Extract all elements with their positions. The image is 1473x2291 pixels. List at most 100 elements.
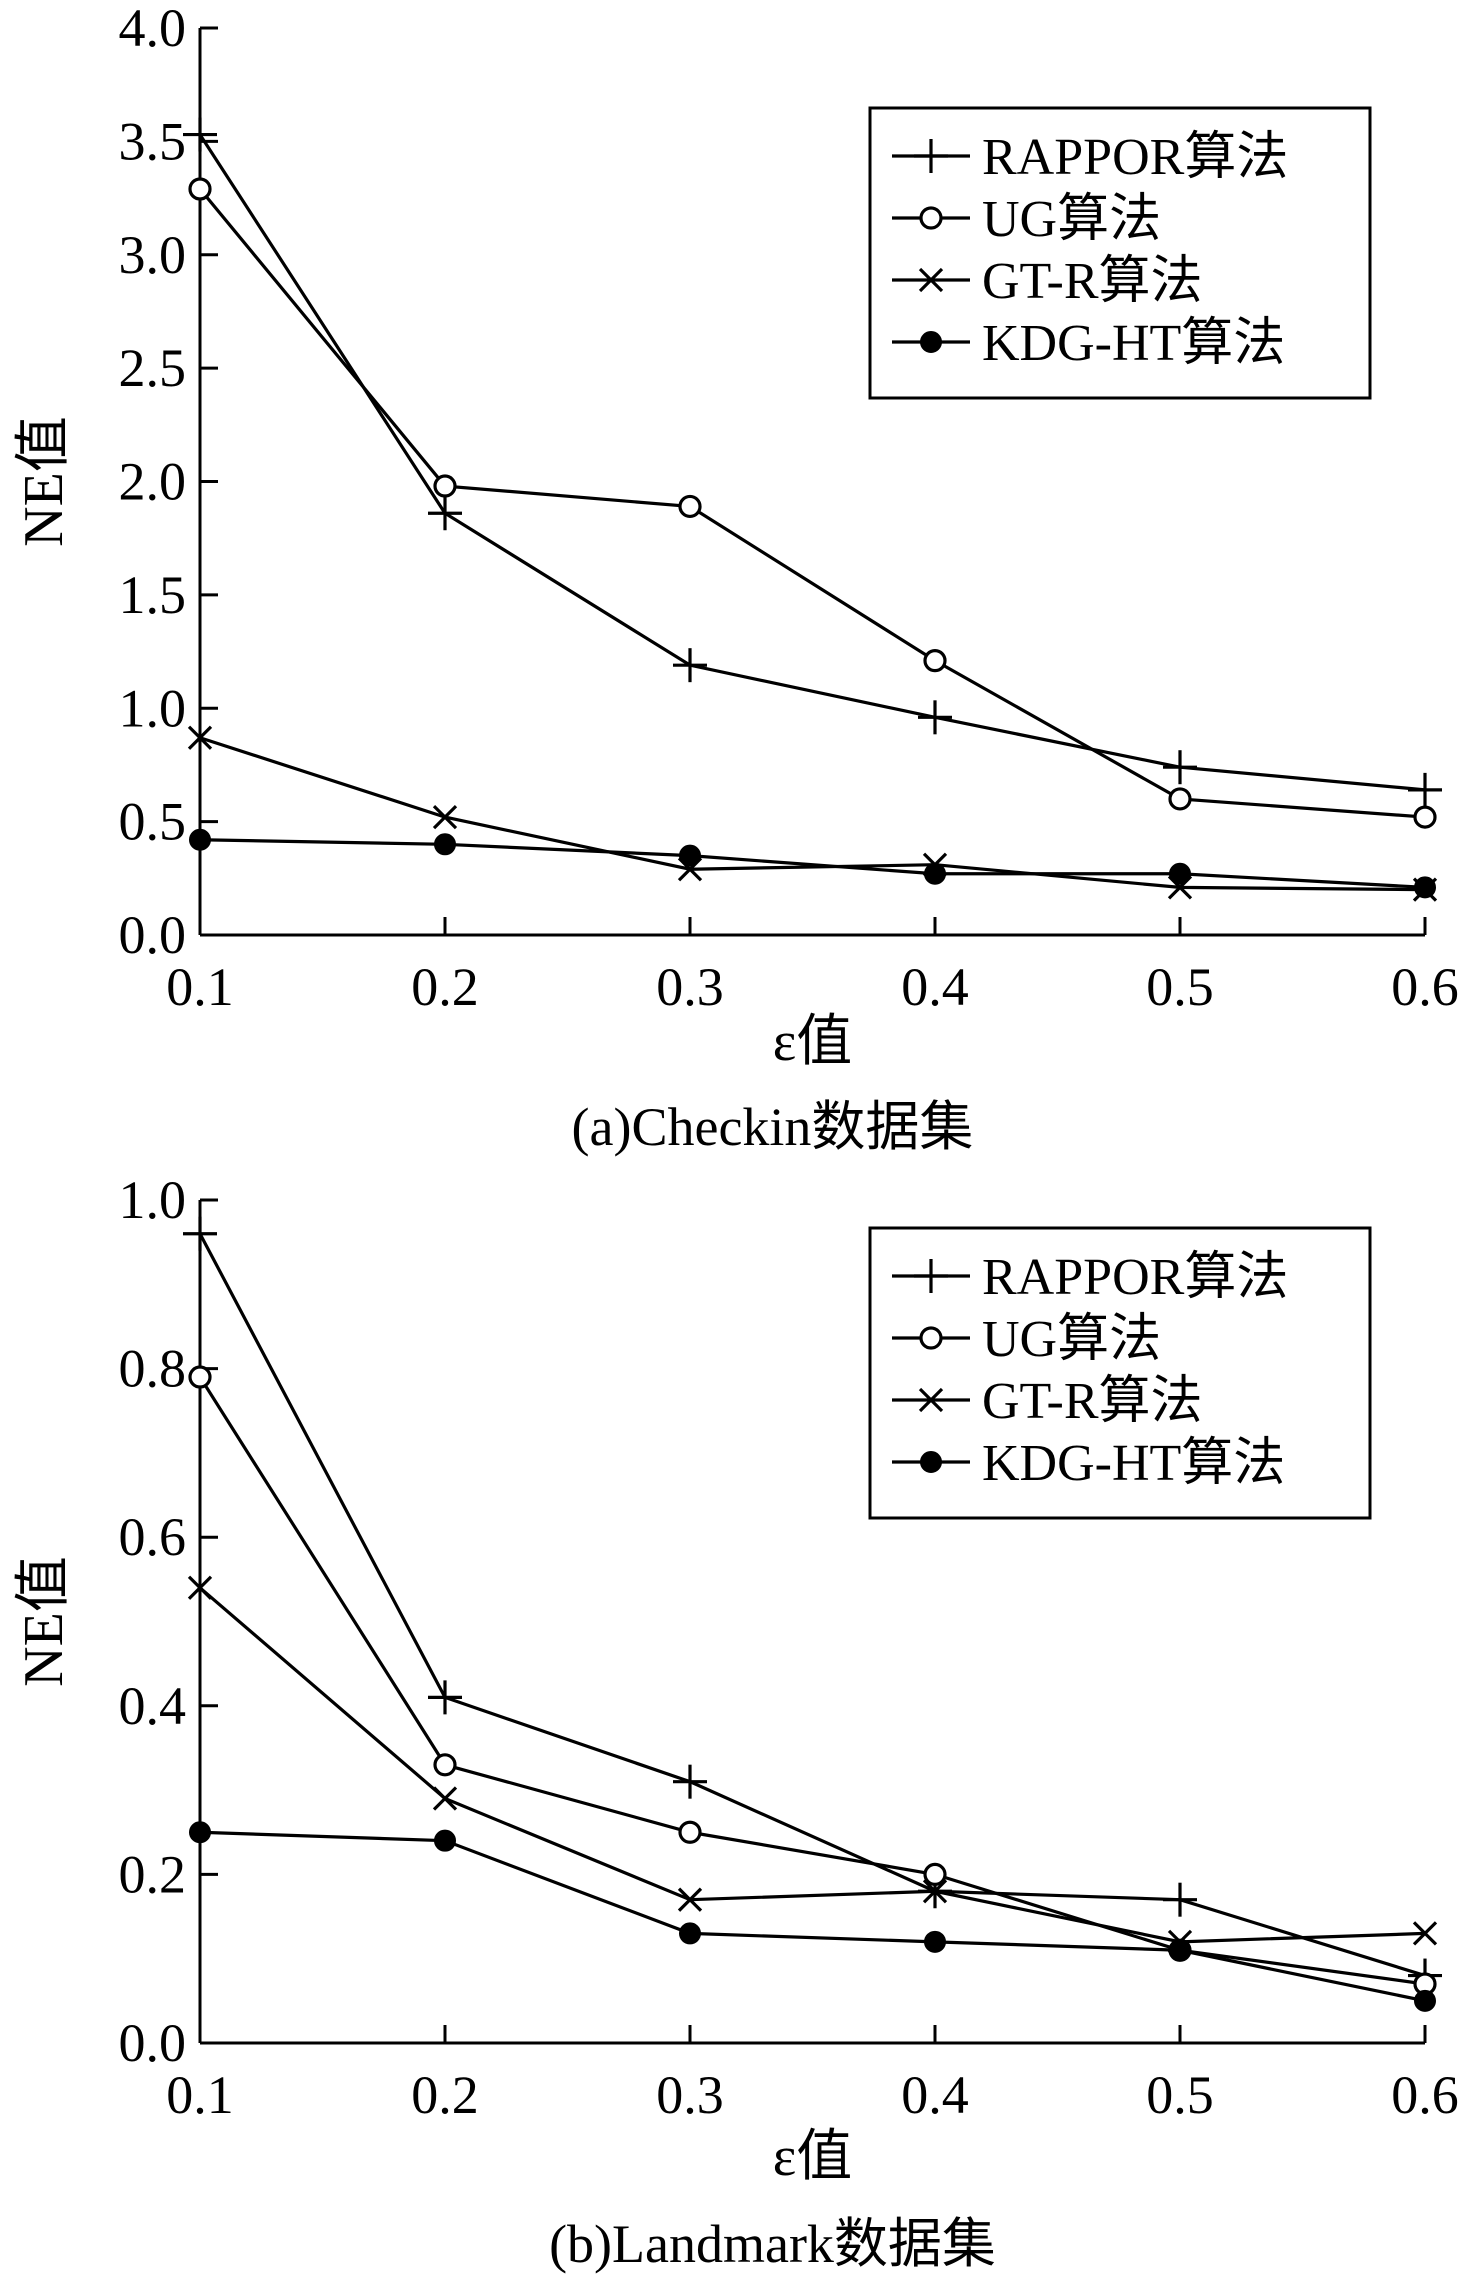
data-point: [924, 1930, 946, 1953]
series-line: [199, 1830, 1426, 2003]
legend-label: GT-R算法: [982, 253, 1203, 310]
legend-entry: RAPPOR算法: [892, 1249, 1288, 1306]
series-line: [198, 1232, 1426, 1978]
legend-label: RAPPOR算法: [982, 129, 1288, 186]
legend-label: UG算法: [982, 1311, 1161, 1368]
y-tick-label: 0.8: [119, 1339, 187, 1399]
data-point: [433, 1753, 457, 1777]
data-point: [678, 494, 702, 519]
y-tick-label: 0.2: [119, 1844, 187, 1904]
data-point: [1413, 805, 1437, 829]
data-point-d2: [1412, 1921, 1438, 1946]
x-tick-label: 0.4: [901, 957, 969, 1017]
series-line: [198, 133, 1426, 792]
data-point: [1414, 876, 1436, 899]
series-line: [199, 736, 1426, 892]
chart-caption: (a)Checkin数据集: [572, 1097, 974, 1157]
data-point: [924, 862, 946, 885]
y-tick-label: 0.0: [119, 905, 187, 965]
data-point: [1169, 862, 1191, 885]
x-axis-label: ε值: [773, 2126, 853, 2188]
series-cross: [187, 725, 1438, 902]
y-axis-label: NE值: [13, 416, 75, 547]
x-tick-label: 0.6: [1391, 957, 1459, 1017]
legend-label: GT-R算法: [982, 1373, 1203, 1430]
data-point-d2: [677, 1887, 703, 1912]
series-line: [198, 187, 1426, 819]
legend-label: RAPPOR算法: [982, 1249, 1288, 1306]
legend-entry: GT-R算法: [892, 253, 1203, 310]
y-axis-label: NE值: [13, 1556, 75, 1687]
x-tick-label: 0.3: [656, 957, 724, 1017]
y-tick-label: 1.0: [119, 1170, 187, 1230]
y-tick-label: 4.0: [119, 0, 187, 58]
series-filled-circle: [189, 1821, 1436, 2012]
data-point: [678, 1820, 702, 1844]
y-tick-label: 0.0: [119, 2013, 187, 2073]
data-point: [189, 1821, 211, 1844]
data-point: [923, 1862, 947, 1887]
legend-marker: [920, 1451, 942, 1473]
legend-entry: KDG-HT算法: [892, 315, 1285, 372]
x-tick-label: 0.3: [656, 2065, 724, 2125]
legend-label: UG算法: [982, 191, 1161, 248]
series-open-circle: [188, 177, 1437, 829]
data-point: [1414, 1989, 1436, 2012]
legend-entry: UG算法: [892, 191, 1161, 248]
legend-marker: [920, 331, 942, 353]
x-tick-label: 0.4: [901, 2065, 969, 2125]
y-tick-label: 3.0: [119, 225, 187, 285]
series-filled-circle: [189, 828, 1436, 899]
chart-panel-checkin: 0.0 0.5 1.0 1.5 2.0 2.5 3.0 3.5 4.0 0.1 0.2 0.3 0.4 0…: [13, 0, 1459, 1157]
legend-box: [868, 106, 1372, 400]
legend-entry: GT-R算法: [892, 1373, 1203, 1430]
data-point: [188, 177, 212, 201]
data-point: [1169, 1939, 1191, 1962]
x-tick-label: 0.1: [166, 957, 234, 1017]
y-tick-label: 0.4: [119, 1676, 187, 1736]
x-tick-label: 0.5: [1146, 957, 1214, 1017]
y-tick-label: 2.0: [119, 452, 187, 512]
series-open-circle: [188, 1365, 1437, 1996]
x-tick-label: 0.5: [1146, 2065, 1214, 2125]
data-point: [679, 1922, 701, 1945]
data-point: [188, 1365, 212, 1389]
data-point: [1168, 787, 1192, 811]
x-axis-label: ε值: [773, 1011, 853, 1073]
legend-marker-d2: [918, 267, 944, 293]
data-point: [679, 844, 701, 867]
legend-label: KDG-HT算法: [982, 1435, 1285, 1492]
series-plus: [183, 117, 1442, 807]
series-line: [199, 838, 1426, 889]
x-tick-label: 0.2: [411, 2065, 479, 2125]
x-tick-label: 0.1: [166, 2065, 234, 2125]
x-tick-label: 0.6: [1391, 2065, 1459, 2125]
y-tick-label: 0.5: [119, 792, 187, 852]
y-tick-label: 3.5: [119, 111, 187, 171]
legend-entry: KDG-HT算法: [892, 1435, 1285, 1492]
data-point: [434, 1829, 456, 1852]
data-point-d2: [922, 1879, 948, 1904]
legend-entry: UG算法: [892, 1311, 1161, 1368]
series-cross: [187, 1575, 1438, 1954]
x-tick-label: 0.2: [411, 957, 479, 1017]
legend-marker: [919, 206, 943, 230]
data-point-d2: [432, 1786, 458, 1811]
legend-label: KDG-HT算法: [982, 315, 1285, 372]
legend-entry: RAPPOR算法: [892, 129, 1288, 186]
legend-marker-d2: [918, 1387, 944, 1413]
y-tick-label: 2.5: [119, 338, 187, 398]
data-point-d2: [187, 1575, 213, 1600]
y-tick-label: 0.6: [119, 1507, 187, 1567]
data-point-d2: [187, 725, 213, 750]
data-point: [923, 649, 947, 673]
chart-panel-landmark: 0.0 0.2 0.4 0.6 0.8 1.0 0.1 0.2 0.3 0.4 0.5 0.6 ε值 NE…: [13, 1170, 1459, 2274]
data-point: [189, 828, 211, 851]
data-point-d2: [432, 804, 458, 830]
y-tick-label: 1.0: [119, 678, 187, 738]
series-line: [198, 1586, 1426, 1944]
legend-marker: [919, 1326, 943, 1350]
